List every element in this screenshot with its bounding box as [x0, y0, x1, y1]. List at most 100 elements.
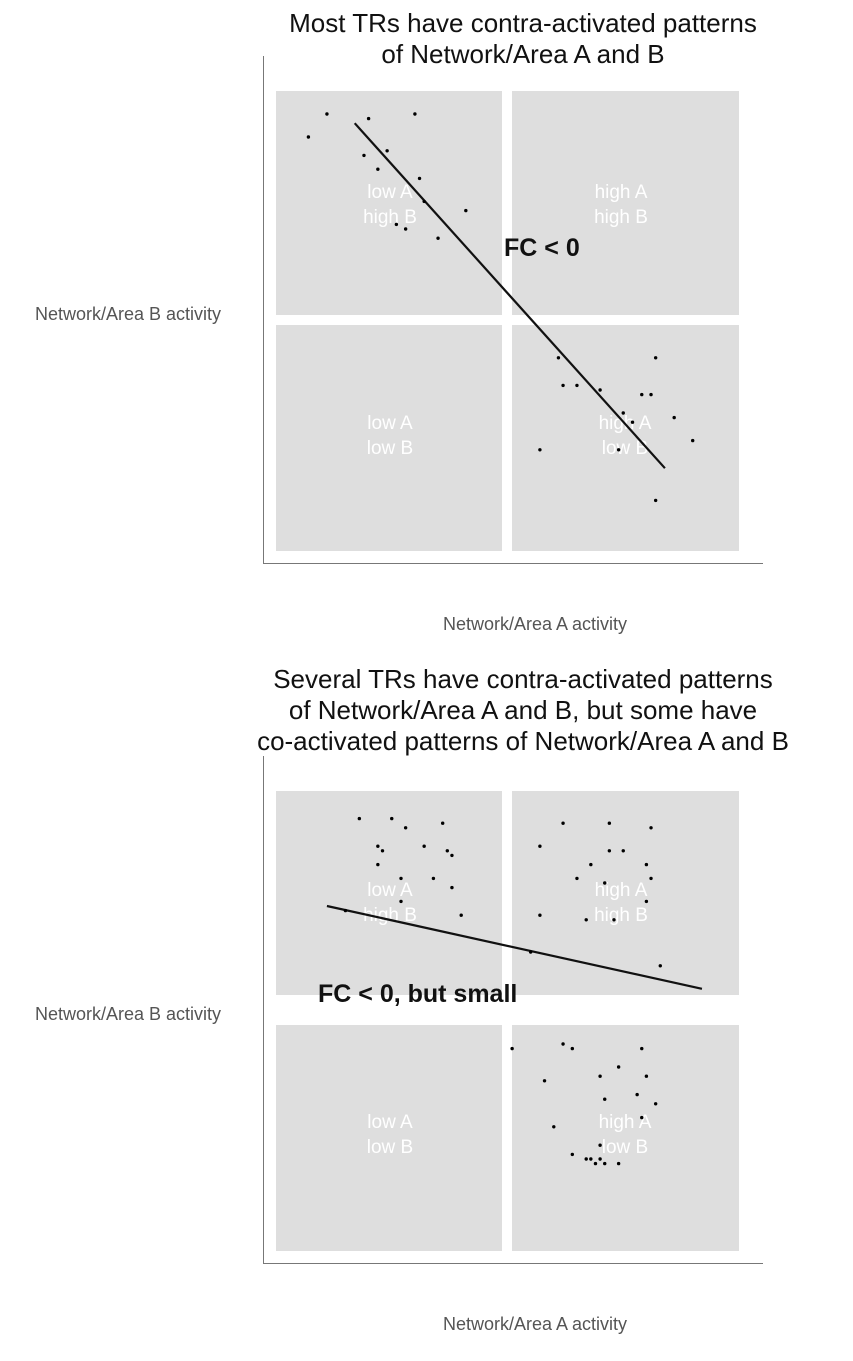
scatter-point: [561, 821, 565, 825]
x-axis-label: Network/Area A activity: [442, 614, 628, 634]
panel-title: Most TRs have contra-activated patterns …: [200, 8, 846, 70]
scatter-point: [380, 849, 385, 853]
quadrant-label-line: low B: [601, 1137, 649, 1158]
scatter-point: [376, 862, 380, 867]
quadrant-bottom-left: [276, 1025, 502, 1251]
scatter-point: [376, 844, 380, 848]
scatter-point: [644, 1074, 649, 1078]
y-axis: [263, 756, 264, 1264]
quadrant-label-line: low A: [367, 1112, 413, 1133]
scatter-point: [538, 844, 542, 848]
scatter-point: [510, 1046, 514, 1051]
scatter-point: [644, 899, 649, 904]
panel-title: Several TRs have contra-activated patter…: [200, 664, 846, 757]
fc-regression-line: [326, 904, 703, 990]
quadrant-bottom-right: [512, 1025, 739, 1251]
scatter-point: [399, 899, 403, 904]
scatter-point: [306, 135, 311, 139]
scatter-point: [413, 112, 417, 116]
quadrant-label-bottom-right: high A low B: [511, 1110, 739, 1160]
scatter-point: [607, 849, 612, 853]
panel-top: Most TRs have contra-activated patterns …: [0, 0, 853, 680]
y-axis-label: Network/Area B activity: [34, 1004, 222, 1024]
quadrant-label-line: high B: [594, 207, 648, 228]
scatter-point: [575, 876, 579, 881]
scatter-point: [459, 913, 463, 917]
scatter-point: [357, 816, 362, 821]
quadrant-label-line: low A: [367, 182, 413, 203]
scatter-point: [607, 821, 612, 825]
scatter-point: [422, 199, 426, 204]
scatter-point: [538, 913, 542, 917]
quadrant-label-top-right: high A high B: [507, 180, 735, 230]
quadrant-label-line: high B: [594, 905, 648, 926]
scatter-point: [593, 1161, 598, 1166]
scatter-point: [598, 388, 602, 392]
quadrant-label-top-left: low A high B: [276, 180, 504, 230]
scatter-point: [584, 1157, 588, 1161]
quadrant-label-line: low B: [366, 438, 414, 459]
quadrant-label-line: low B: [366, 1137, 414, 1158]
quadrant-top-left: [276, 91, 502, 315]
scatter-point: [589, 862, 593, 867]
scatter-point: [542, 1079, 547, 1083]
scatter-point: [616, 448, 621, 452]
scatter-point: [653, 498, 658, 503]
quadrant-top-left: [276, 791, 502, 995]
scatter-point: [528, 950, 533, 954]
scatter-point: [603, 881, 607, 885]
scatter-plot: [306, 112, 695, 503]
scatter-point: [570, 1046, 575, 1051]
scatter-point: [366, 116, 371, 121]
scatter-point: [621, 411, 625, 415]
scatter-point: [561, 383, 565, 388]
scatter-point: [630, 420, 635, 424]
title-line-1: Most TRs have contra-activated patterns: [289, 8, 757, 38]
scatter-point: [598, 1143, 602, 1147]
quadrant-label-top-left: low A high B: [276, 878, 504, 928]
scatter-point: [362, 153, 366, 158]
quadrant-label-line: high A: [598, 1112, 652, 1133]
scatter-point: [598, 1074, 602, 1078]
scatter-point: [653, 356, 658, 360]
scatter-point: [538, 448, 542, 452]
scatter-point: [556, 356, 561, 360]
scatter-point: [649, 826, 653, 830]
scatter-point: [450, 853, 454, 858]
scatter-point: [376, 167, 380, 171]
scatter-point: [649, 876, 653, 881]
quadrant-label-bottom-left: low A low B: [276, 1110, 504, 1160]
scatter-point: [640, 1046, 644, 1051]
quadrant-label-line: low A: [367, 413, 413, 434]
quadrant-label-line: high B: [363, 207, 417, 228]
scatter-point: [325, 112, 329, 116]
scatter-point: [403, 826, 408, 830]
scatter-point: [691, 438, 695, 443]
scatter-point: [417, 176, 422, 181]
scatter-point: [464, 208, 468, 213]
quadrant-label-bottom-left: low A low B: [276, 411, 504, 461]
y-axis-label: Network/Area B activity: [34, 304, 222, 324]
quadrant-label-line: high A: [594, 880, 648, 901]
scatter-point: [598, 1157, 602, 1161]
title-line-3: co-activated patterns of Network/Area A …: [257, 726, 789, 756]
y-axis: [263, 56, 264, 564]
fc-annotation: FC < 0, but small: [318, 980, 518, 1008]
scatter-point: [399, 876, 403, 881]
scatter-point: [621, 849, 625, 853]
scatter-point: [603, 1161, 607, 1166]
scatter-point: [603, 1097, 607, 1101]
scatter-point: [584, 918, 588, 922]
scatter-point: [644, 862, 649, 867]
scatter-point: [403, 227, 408, 231]
quadrant-label-line: high B: [363, 905, 417, 926]
quadrant-top-right: [512, 91, 739, 315]
quadrant-label-line: low B: [601, 438, 649, 459]
scatter-point: [653, 1102, 658, 1106]
panel-bottom: Several TRs have contra-activated patter…: [0, 664, 853, 1360]
fc-annotation: FC < 0: [504, 234, 580, 262]
title-line-1: Several TRs have contra-activated patter…: [273, 664, 773, 694]
title-line-2: of Network/Area A and B: [381, 39, 665, 69]
scatter-point: [422, 844, 426, 848]
x-axis-label: Network/Area A activity: [442, 1314, 628, 1334]
